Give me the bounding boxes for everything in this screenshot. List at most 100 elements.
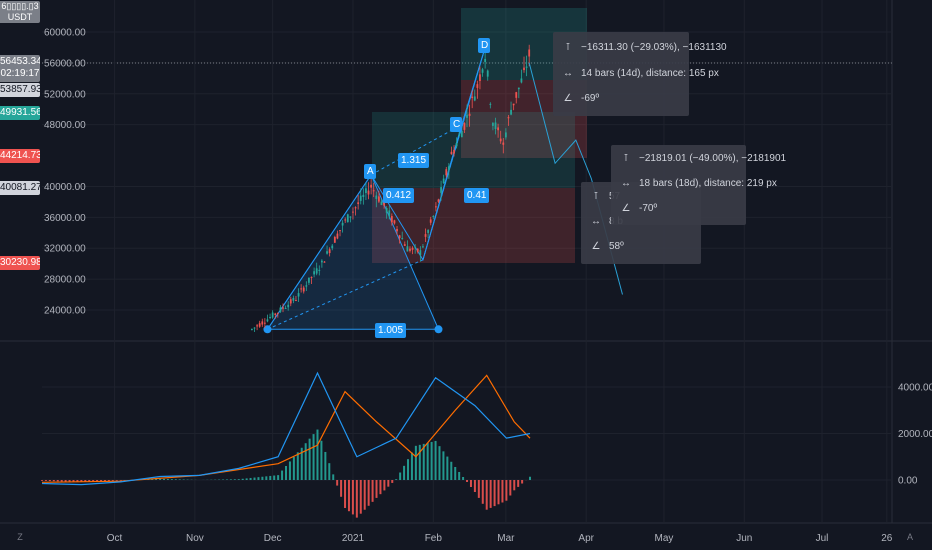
histogram-bar xyxy=(422,443,425,480)
histogram-bar xyxy=(44,480,47,481)
histogram-bar xyxy=(163,478,165,480)
candle-body xyxy=(510,109,512,115)
histogram-bar xyxy=(225,479,228,480)
candle-body xyxy=(520,78,523,83)
candle-body xyxy=(383,201,385,206)
candle-body xyxy=(308,277,310,283)
histogram-bar xyxy=(426,442,429,480)
price-tick-label: 24000.00 xyxy=(44,306,86,317)
histogram-bar xyxy=(72,480,75,482)
time-tick-label: 26 xyxy=(881,533,893,544)
candle-body xyxy=(297,293,300,297)
price-tick-label: 36000.00 xyxy=(44,213,86,224)
measure-tooltip-1: ⊺ −16311.30 (−29.03%), −1631130 ↔ 14 bars … xyxy=(553,32,727,116)
candle-body xyxy=(502,142,505,145)
histogram-bar xyxy=(473,480,476,493)
histogram-bar xyxy=(170,479,173,480)
candle-body xyxy=(512,103,515,106)
candle-body xyxy=(442,178,445,184)
price-tick-label: 48000.00 xyxy=(44,120,86,131)
candle-body xyxy=(432,216,435,218)
candle-body xyxy=(476,84,479,88)
histogram-bar xyxy=(312,434,315,480)
ratio-label-041[interactable]: 0.41 xyxy=(464,188,490,203)
candle-body xyxy=(323,261,326,263)
histogram-bar xyxy=(253,477,256,480)
candle-body xyxy=(339,230,341,232)
candle-body xyxy=(429,219,432,223)
candle-body xyxy=(302,287,305,292)
time-tick-label: Mar xyxy=(497,533,515,544)
candle-body xyxy=(468,113,471,116)
ratio-label-0412[interactable]: 0.412 xyxy=(383,188,415,203)
price-tick-label: 28000.00 xyxy=(44,275,86,286)
candle-body xyxy=(349,216,352,218)
candle-body xyxy=(424,234,427,237)
candle-body xyxy=(313,271,316,275)
histogram-bar xyxy=(245,478,248,480)
candle-body xyxy=(494,122,497,130)
histogram-bar xyxy=(489,480,492,508)
candle-body xyxy=(406,246,409,252)
auto-scale-toggle[interactable]: A xyxy=(907,532,914,542)
histogram-bar xyxy=(269,475,272,480)
profit-zone-2 xyxy=(372,112,575,188)
candle-body xyxy=(419,250,422,256)
histogram-bar xyxy=(257,477,260,480)
histogram-bar xyxy=(80,480,83,483)
timezone-toggle[interactable]: Z xyxy=(17,532,23,542)
ratio-label-1005[interactable]: 1.005 xyxy=(375,323,407,338)
candle-body xyxy=(523,67,525,71)
histogram-bar xyxy=(391,480,394,483)
candle-body xyxy=(310,276,313,279)
candle-body xyxy=(370,184,373,188)
histogram-bar xyxy=(379,480,382,495)
candles-group xyxy=(251,44,531,333)
ratio-label-1315[interactable]: 1.315 xyxy=(398,153,430,168)
histogram-bar xyxy=(509,480,512,496)
candle-body xyxy=(362,194,365,197)
histogram-bar xyxy=(399,472,402,480)
histogram-bar xyxy=(505,480,508,501)
candle-body xyxy=(466,114,468,118)
histogram-bar xyxy=(446,456,449,480)
candle-body xyxy=(427,230,430,233)
candle-body xyxy=(318,269,321,271)
histogram-bar xyxy=(100,480,103,482)
macd-histogram xyxy=(41,429,531,518)
candle-body xyxy=(315,268,318,274)
candle-body xyxy=(486,70,489,77)
price-tick-label: 60000.00 xyxy=(44,28,86,39)
histogram-bar xyxy=(501,480,504,503)
histogram-bar xyxy=(387,480,390,487)
histogram-bar xyxy=(466,480,469,482)
candle-body xyxy=(414,246,417,248)
candle-body xyxy=(525,66,528,68)
pattern-point-c[interactable]: C xyxy=(450,117,462,132)
histogram-bar xyxy=(450,461,453,480)
price-tick-label: 56000.00 xyxy=(44,58,86,69)
pattern-point-a[interactable]: A xyxy=(364,164,376,179)
candle-body xyxy=(328,249,331,254)
histogram-bar xyxy=(351,480,354,515)
candle-body xyxy=(504,132,507,138)
macd-tick-label: 0.00 xyxy=(898,476,918,487)
time-tick-label: 2021 xyxy=(342,533,365,544)
histogram-bar xyxy=(159,478,162,480)
candle-body xyxy=(497,127,499,131)
histogram-bar xyxy=(336,480,339,486)
histogram-bar xyxy=(403,465,406,480)
candle-body xyxy=(305,285,308,287)
histogram-bar xyxy=(288,461,291,480)
price-label-49931: 49931.56 xyxy=(0,106,40,120)
last-price-label: 56453.34 02:19:17 xyxy=(0,55,40,82)
pattern-point-d[interactable]: D xyxy=(478,38,490,53)
candle-body xyxy=(380,201,383,205)
histogram-bar xyxy=(320,440,323,480)
candle-body xyxy=(333,236,336,243)
candle-body xyxy=(409,248,411,251)
histogram-bar xyxy=(277,475,280,480)
histogram-bar xyxy=(48,480,51,482)
candle-body xyxy=(354,207,357,209)
